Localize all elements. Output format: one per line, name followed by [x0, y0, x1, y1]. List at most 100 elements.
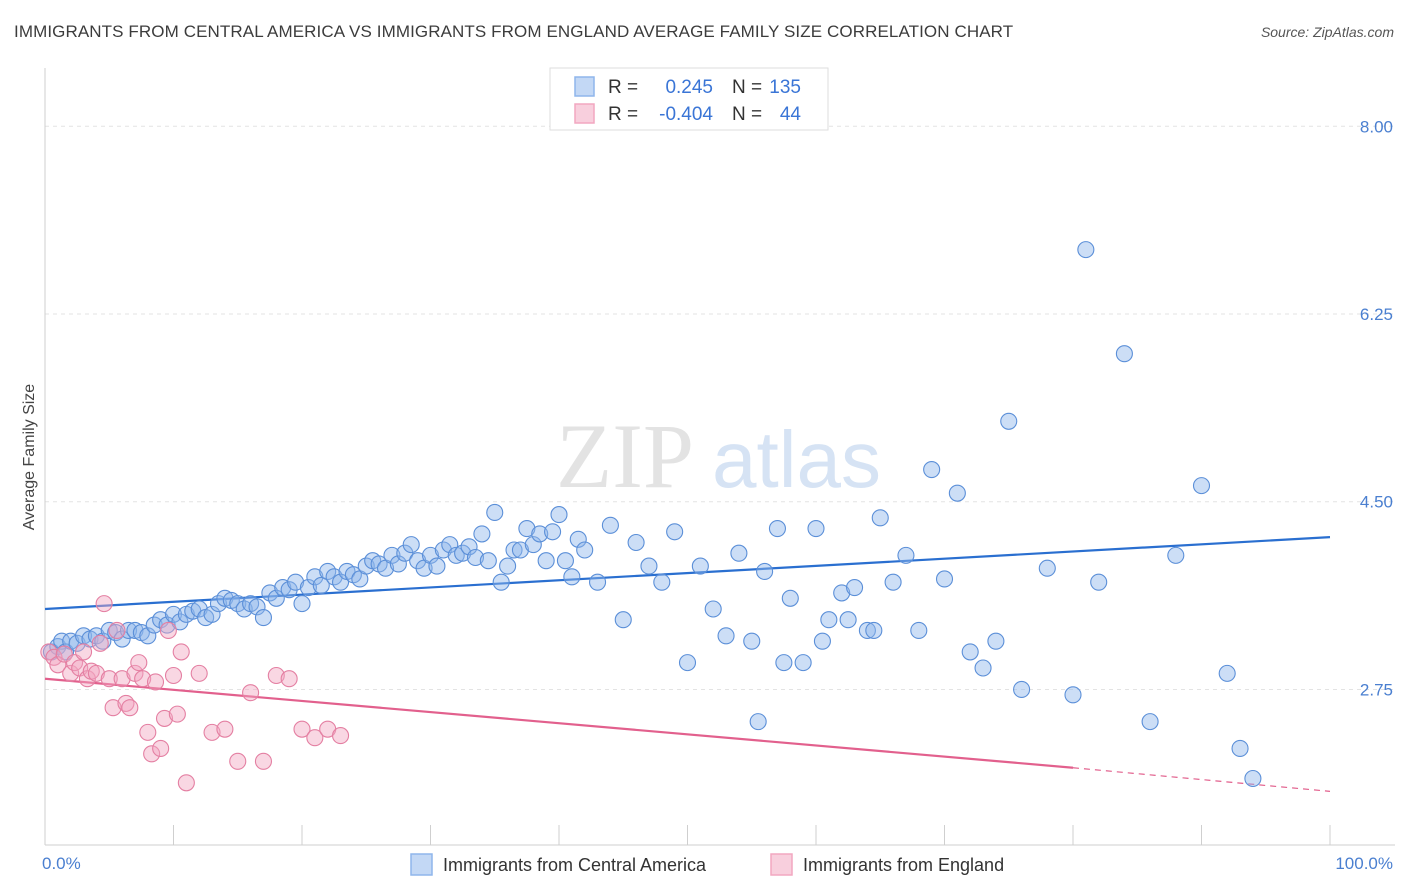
point-s1-20 — [130, 654, 148, 672]
point-s0-121 — [1077, 241, 1095, 259]
point-s1-23 — [143, 745, 161, 763]
point-s0-75 — [518, 519, 536, 538]
point-s0-82 — [563, 568, 581, 586]
point-s0-36 — [267, 589, 285, 607]
point-s0-100 — [781, 589, 799, 607]
point-s0-77 — [531, 525, 549, 543]
point-s0-76 — [524, 536, 542, 554]
y-tick-label-2: 6.25 — [1360, 305, 1393, 324]
point-s0-127 — [1218, 664, 1236, 682]
point-s1-43 — [331, 727, 350, 745]
point-s1-40 — [293, 720, 311, 738]
point-s0-56 — [396, 544, 414, 562]
point-s0-19 — [158, 616, 176, 634]
point-s0-91 — [666, 523, 684, 541]
y-tick-label-0: 2.75 — [1360, 680, 1393, 699]
point-s1-30 — [172, 643, 190, 661]
point-s0-40 — [293, 595, 311, 613]
legend-r-label-1: R = — [608, 77, 638, 98]
point-s0-122 — [1090, 573, 1108, 591]
point-s0-107 — [871, 509, 889, 527]
point-s1-4 — [62, 664, 80, 682]
point-s0-16 — [139, 627, 157, 645]
point-s0-115 — [974, 659, 992, 677]
point-s0-69 — [479, 552, 497, 570]
point-s0-117 — [1000, 412, 1018, 430]
point-s0-105 — [845, 578, 864, 597]
point-s0-90 — [653, 573, 671, 591]
point-s0-113 — [948, 484, 966, 502]
legend-n-label-2: N = — [732, 104, 762, 125]
point-s0-95 — [717, 627, 735, 645]
point-s0-72 — [499, 557, 517, 575]
point-s0-98 — [756, 562, 774, 581]
point-s1-25 — [152, 739, 170, 758]
legend-swatch-central-america — [574, 76, 595, 97]
bottom-legend-swatch-england — [770, 853, 793, 876]
point-s0-74 — [511, 541, 530, 559]
bottom-legend-label-central-america: Immigrants from Central America — [443, 855, 707, 875]
point-s0-110 — [910, 621, 928, 640]
point-s0-24 — [190, 600, 208, 618]
point-s0-84 — [576, 541, 594, 559]
point-s0-26 — [203, 605, 221, 623]
point-s1-21 — [134, 670, 152, 688]
legend-n-label-1: N = — [732, 77, 762, 98]
point-s0-9 — [94, 632, 112, 650]
point-s0-86 — [601, 516, 619, 534]
trend-lines — [44, 536, 1331, 792]
point-s0-104 — [833, 584, 851, 602]
point-s0-28 — [216, 589, 234, 607]
point-s1-13 — [100, 670, 118, 688]
point-s0-116 — [987, 632, 1005, 650]
y-axis-label: Average Family Size — [21, 384, 38, 531]
trend-line-0 — [44, 536, 1331, 611]
point-s1-24 — [146, 673, 165, 691]
point-s0-102 — [807, 519, 825, 538]
point-s0-13 — [119, 621, 138, 640]
point-s0-119 — [1038, 559, 1056, 577]
legend-swatch-england — [574, 103, 595, 124]
point-s1-41 — [306, 729, 324, 747]
point-s0-126 — [1192, 477, 1211, 495]
legend-r-value-2: -0.404 — [659, 104, 713, 125]
point-s1-38 — [267, 666, 285, 685]
point-s1-32 — [190, 664, 208, 682]
point-s0-60 — [421, 546, 440, 564]
point-s0-125 — [1167, 546, 1185, 564]
point-s0-109 — [897, 546, 915, 564]
point-s0-83 — [569, 530, 587, 548]
point-s0-12 — [113, 630, 131, 648]
point-s0-87 — [614, 611, 632, 629]
point-s1-11 — [91, 634, 109, 652]
point-s1-12 — [95, 595, 113, 613]
point-s0-132 — [813, 632, 831, 650]
point-s1-28 — [164, 666, 183, 685]
point-s1-31 — [177, 774, 195, 792]
point-s0-85 — [588, 573, 607, 591]
watermark-atlas: atlas — [712, 415, 881, 504]
point-s1-37 — [254, 752, 273, 770]
x-tick-label-end: 100.0% — [1335, 854, 1393, 873]
point-s0-96 — [730, 544, 748, 562]
point-s0-80 — [550, 506, 568, 524]
point-s0-134 — [865, 621, 883, 640]
point-s1-35 — [229, 752, 247, 770]
point-s1-2 — [49, 656, 67, 674]
point-s0-101 — [794, 654, 812, 672]
point-s1-16 — [113, 670, 131, 688]
point-s0-64 — [447, 546, 465, 564]
legend-n-value-2: 44 — [780, 104, 802, 125]
point-s0-89 — [640, 557, 658, 575]
point-s0-78 — [537, 552, 555, 570]
point-s0-99 — [768, 519, 787, 538]
point-s0-92 — [678, 654, 697, 672]
point-s0-94 — [704, 600, 722, 618]
point-s0-133 — [839, 611, 857, 629]
point-s0-129 — [1244, 769, 1262, 788]
point-s0-66 — [460, 538, 478, 556]
point-s0-130 — [749, 713, 767, 731]
data-points — [40, 241, 1262, 792]
axes — [44, 68, 1395, 846]
